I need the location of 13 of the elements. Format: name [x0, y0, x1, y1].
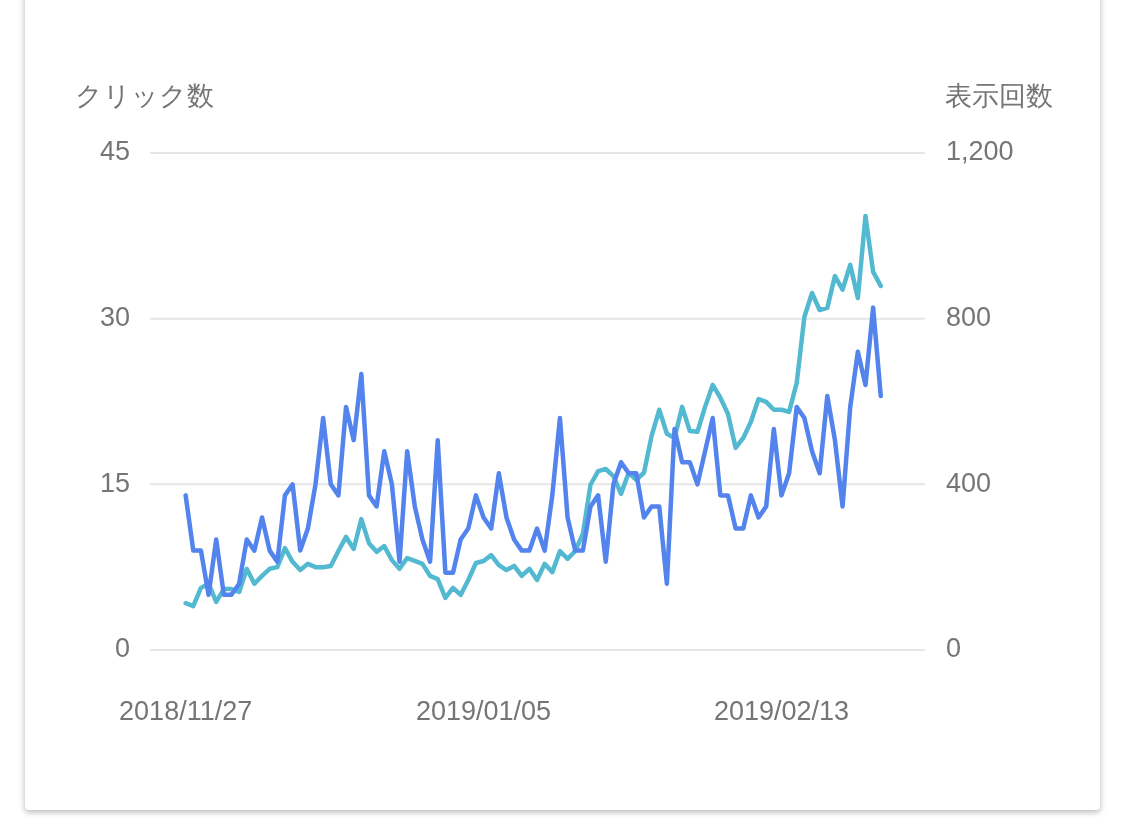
y2-tick-label: 0: [946, 633, 962, 664]
y-tick-label: 45: [99, 136, 130, 167]
y-tick-label: 15: [99, 467, 130, 498]
y2-tick-label: 1,200: [946, 136, 1014, 167]
y2-tick-label: 400: [946, 467, 992, 498]
y-axis-title: クリック数: [75, 81, 214, 112]
y2-tick-label: 800: [946, 302, 992, 333]
y-tick-label: 0: [114, 633, 130, 664]
x-tick-label: 2019/01/05: [415, 695, 552, 726]
y-tick-label: 30: [99, 302, 130, 333]
x-tick-label: 2018/11/27: [119, 695, 253, 726]
y2-axis-title: 表示回数: [945, 81, 1053, 112]
x-tick-label: 2019/02/13: [713, 695, 850, 726]
